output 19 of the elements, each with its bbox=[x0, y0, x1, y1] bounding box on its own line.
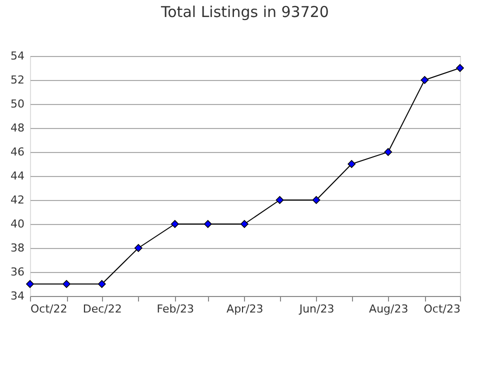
x-tick-label: Oct/23 bbox=[424, 302, 460, 316]
y-tick-label: 54 bbox=[10, 50, 24, 62]
y-tick-label: 42 bbox=[10, 194, 24, 206]
y-tick-label: 50 bbox=[10, 98, 24, 110]
x-tick-label: Aug/23 bbox=[369, 302, 408, 316]
y-tick-label: 46 bbox=[10, 146, 24, 158]
x-tick-label: Jun/23 bbox=[298, 302, 334, 316]
x-tick-label: Dec/22 bbox=[82, 302, 122, 316]
y-tick-label: 38 bbox=[10, 242, 24, 254]
y-tick-label: 52 bbox=[10, 74, 24, 86]
y-tick-label: 40 bbox=[10, 218, 24, 230]
x-tick-label: Oct/22 bbox=[30, 302, 68, 316]
y-tick-label: 48 bbox=[10, 122, 24, 134]
y-tick-label: 36 bbox=[10, 266, 24, 278]
x-tick-label: Feb/23 bbox=[156, 302, 194, 316]
y-tick-label: 44 bbox=[10, 170, 24, 182]
chart-title: Total Listings in 93720 bbox=[160, 3, 329, 21]
x-tick-label: Apr/23 bbox=[226, 302, 264, 316]
y-tick-label: 34 bbox=[10, 290, 24, 302]
